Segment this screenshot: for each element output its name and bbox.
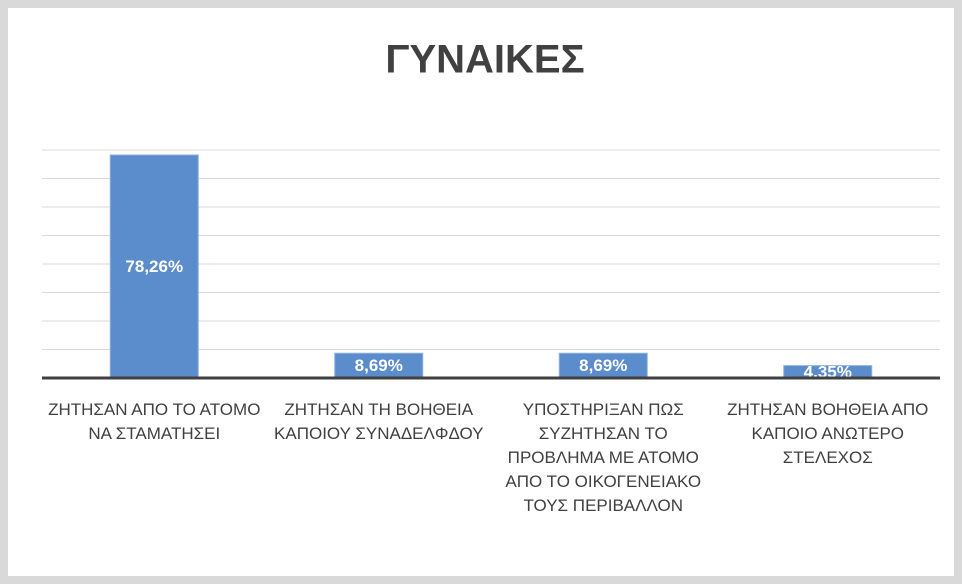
- x-tick-label: ΥΠΟΣΤΗΡΙΞΑΝ ΠΩΣ ΣΥΖΗΤΗΣΑΝ ΤΟ ΠΡΟΒΛΗΜΑ ΜΕ…: [505, 400, 702, 515]
- data-label: 78,26%: [125, 257, 183, 276]
- bar: [109, 154, 199, 379]
- bar: [334, 352, 424, 379]
- x-tick-label: ΖΗΤΗΣΑΝ ΤΗ ΒΟΗΘΕΙΑ ΚΑΠΟΙΟΥ ΣΥΝΑΔΕΛΦΔΟΥ: [274, 400, 484, 443]
- chart-title: ΓΥΝΑΙΚΕΣ: [385, 38, 584, 82]
- x-tick-label: ΖΗΤΗΣΑΝ ΒΟΗΘΕΙΑ ΑΠΟ ΚΑΠΟΙΟ ΑΝΩΤΕΡΟ ΣΤΕΛΕ…: [727, 400, 929, 467]
- x-tick-label: ΖΗΤΗΣΑΝ ΑΠΟ ΤΟ ΑΤΟΜΟ ΝΑ ΣΤΑΜΑΤΗΣΕΙ: [48, 400, 261, 443]
- data-label: 8,69%: [579, 356, 627, 375]
- data-label: 8,69%: [355, 356, 403, 375]
